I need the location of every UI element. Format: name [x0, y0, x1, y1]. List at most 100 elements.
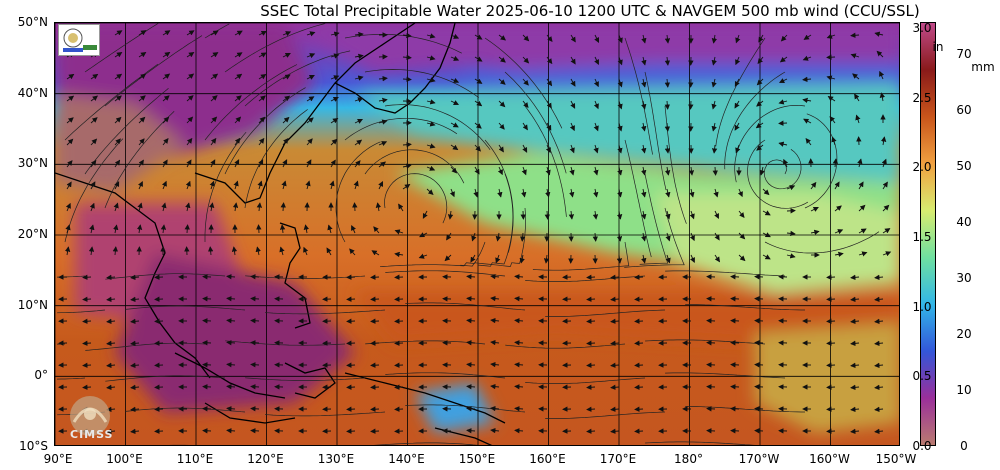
streamline: [385, 372, 506, 379]
wind-arrow: [593, 188, 599, 198]
wind-arrow: [490, 273, 500, 280]
wind-arrow: [586, 296, 596, 302]
wind-arrow: [664, 34, 671, 44]
wind-arrow: [282, 95, 291, 102]
wind-arrow: [90, 95, 99, 102]
wind-arrow: [690, 254, 695, 264]
colorbar-mm-tick: 50: [956, 159, 972, 173]
wind-arrow: [306, 74, 315, 80]
wind-arrow: [570, 78, 576, 87]
wind-arrow: [161, 180, 167, 190]
wind-arrow: [641, 144, 647, 154]
wind-arrow: [730, 362, 740, 368]
wind-arrow: [330, 159, 336, 168]
wind-arrow: [402, 183, 411, 190]
wind-arrow: [730, 384, 740, 390]
wind-arrow: [810, 206, 819, 212]
wind-arrow: [162, 137, 169, 146]
wind-arrow: [586, 362, 596, 368]
wind-arrow: [234, 116, 242, 124]
colorbar-mm-tick: 0: [960, 439, 968, 453]
streamline: [532, 241, 630, 271]
wind-arrow: [306, 31, 316, 37]
colorbar-inch-tick: 0.5: [912, 369, 932, 384]
wind-arrow: [641, 34, 647, 44]
wind-arrow: [346, 274, 356, 280]
wind-arrow: [82, 318, 92, 324]
tpw-field: [55, 23, 899, 445]
wind-arrow: [474, 56, 483, 62]
streamline: [105, 375, 226, 382]
wind-arrow: [850, 362, 860, 369]
streamline: [624, 139, 652, 258]
wind-arrow: [114, 181, 120, 190]
wind-arrow: [474, 78, 483, 84]
wind-arrow: [498, 78, 506, 85]
wind-arrow: [114, 159, 121, 168]
streamline: [379, 241, 486, 268]
wind-arrow: [754, 340, 764, 346]
wind-arrow: [106, 296, 116, 303]
wind-arrow: [446, 232, 452, 241]
wind-arrow: [519, 232, 526, 242]
wind-arrow: [354, 160, 361, 168]
wind-arrow: [130, 274, 140, 281]
streamline: [484, 37, 563, 129]
wind-arrow: [82, 340, 92, 346]
wind-arrow: [329, 180, 335, 190]
wind-arrow: [826, 274, 836, 280]
wind-arrow: [610, 274, 620, 280]
streamline: [545, 411, 666, 419]
wind-arrow: [258, 137, 265, 146]
wind-arrow: [738, 232, 746, 240]
wind-arrow: [634, 362, 644, 368]
wind-arrow: [882, 204, 890, 212]
wind-arrow: [282, 137, 289, 146]
cimss-logo: [70, 396, 110, 436]
wind-arrow: [490, 295, 500, 302]
wind-arrow: [466, 340, 476, 346]
wind-arrow: [826, 33, 836, 39]
wind-arrow: [834, 251, 844, 257]
wind-arrow: [234, 159, 240, 168]
wind-arrow: [738, 210, 745, 219]
wind-arrow: [226, 428, 236, 434]
wind-arrow: [378, 141, 388, 147]
wind-arrow: [826, 340, 836, 346]
wind-arrow: [250, 384, 260, 390]
wind-arrow: [689, 232, 695, 242]
wind-arrow: [66, 95, 75, 102]
streamline: [763, 149, 802, 190]
wind-arrow: [616, 232, 623, 242]
wind-arrow: [370, 340, 380, 346]
wind-arrow: [130, 406, 140, 413]
wind-arrow: [447, 210, 454, 220]
wind-arrow: [162, 159, 168, 168]
wind-arrow: [730, 340, 740, 346]
wind-arrow: [641, 254, 647, 264]
wind-arrow: [713, 188, 719, 198]
tpw-map[interactable]: [54, 22, 900, 446]
wind-arrow: [450, 55, 460, 61]
wind-arrow: [114, 116, 122, 124]
wind-arrow: [592, 232, 598, 242]
wind-arrow: [306, 138, 313, 146]
wind-arrow: [471, 232, 477, 242]
wind-arrow: [758, 34, 764, 43]
wind-arrow: [130, 384, 140, 391]
wind-arrow: [616, 210, 623, 220]
wind-arrow: [202, 428, 212, 434]
wind-arrow: [617, 56, 623, 66]
wind-arrow: [186, 159, 192, 168]
streamline: [364, 69, 480, 98]
wind-arrow: [569, 188, 575, 198]
wind-arrow: [514, 406, 524, 412]
wind-arrow: [754, 296, 764, 302]
wind-arrow: [641, 78, 647, 88]
wind-arrow: [874, 406, 884, 413]
wind-arrow: [90, 138, 98, 146]
wind-arrow: [634, 406, 644, 412]
wind-arrow: [306, 53, 316, 59]
wind-arrow: [522, 78, 529, 86]
wind-arrow: [210, 137, 217, 146]
